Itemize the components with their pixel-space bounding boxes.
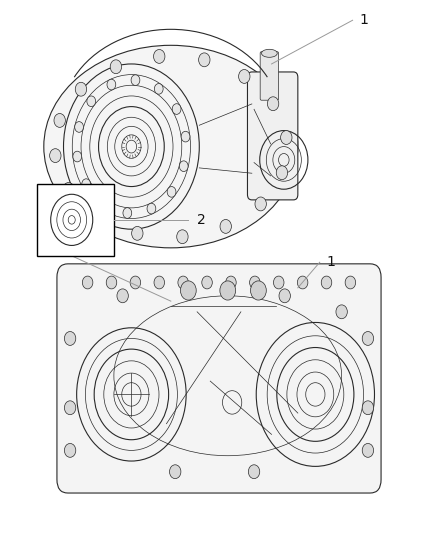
Circle shape [131, 75, 140, 85]
Circle shape [147, 203, 156, 214]
Ellipse shape [44, 45, 298, 248]
Circle shape [82, 179, 91, 189]
Circle shape [362, 332, 374, 345]
Text: 2: 2 [197, 213, 206, 227]
Circle shape [239, 69, 250, 83]
Circle shape [276, 166, 288, 180]
FancyBboxPatch shape [260, 52, 279, 100]
Circle shape [177, 230, 188, 244]
Bar [37, 184, 114, 256]
Text: 1: 1 [326, 255, 335, 269]
Circle shape [64, 401, 76, 415]
Circle shape [132, 227, 143, 240]
Circle shape [75, 82, 87, 96]
Circle shape [345, 276, 356, 289]
Circle shape [220, 220, 231, 233]
Circle shape [167, 187, 176, 197]
Circle shape [321, 276, 332, 289]
Circle shape [73, 151, 81, 162]
Circle shape [251, 281, 266, 300]
Circle shape [123, 208, 132, 219]
FancyBboxPatch shape [57, 264, 381, 493]
Circle shape [178, 276, 188, 289]
Circle shape [267, 97, 279, 111]
Circle shape [87, 96, 95, 107]
Circle shape [170, 465, 181, 479]
Circle shape [75, 122, 84, 132]
FancyBboxPatch shape [247, 72, 298, 200]
Circle shape [64, 443, 76, 457]
Circle shape [154, 50, 165, 63]
Circle shape [180, 281, 196, 300]
Circle shape [54, 114, 65, 127]
Circle shape [154, 84, 163, 94]
Circle shape [106, 276, 117, 289]
Circle shape [362, 443, 374, 457]
Circle shape [297, 276, 308, 289]
Circle shape [92, 210, 103, 224]
Circle shape [220, 281, 236, 300]
Circle shape [336, 305, 347, 319]
Circle shape [130, 276, 141, 289]
Circle shape [110, 60, 122, 74]
Circle shape [279, 289, 290, 303]
Circle shape [63, 182, 74, 196]
Circle shape [172, 104, 181, 115]
Ellipse shape [261, 50, 277, 58]
Circle shape [255, 197, 266, 211]
Circle shape [49, 149, 61, 163]
Circle shape [273, 276, 284, 289]
Circle shape [179, 161, 188, 172]
Circle shape [250, 276, 260, 289]
Circle shape [154, 276, 165, 289]
Text: 1: 1 [359, 13, 368, 27]
Circle shape [64, 332, 76, 345]
Circle shape [181, 131, 190, 142]
Circle shape [226, 276, 236, 289]
Circle shape [107, 79, 116, 90]
Circle shape [248, 465, 260, 479]
Circle shape [100, 199, 109, 209]
Circle shape [82, 276, 93, 289]
Circle shape [117, 289, 128, 303]
Circle shape [198, 53, 210, 67]
Circle shape [202, 276, 212, 289]
Circle shape [281, 131, 292, 144]
Circle shape [362, 401, 374, 415]
